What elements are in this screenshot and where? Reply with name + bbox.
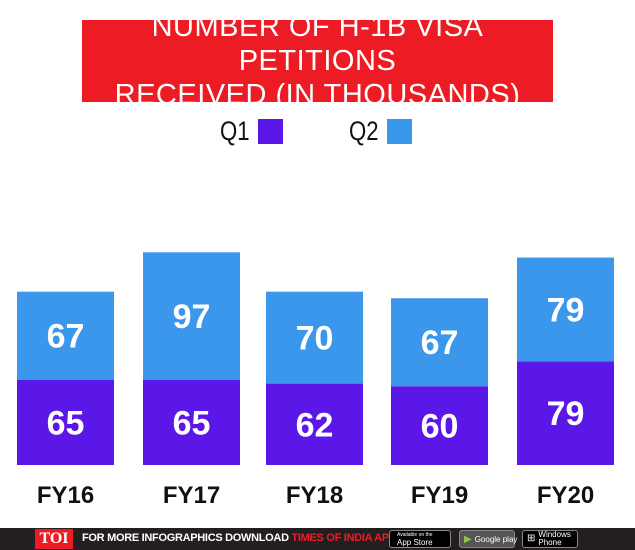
windows-icon: ⊞ bbox=[527, 533, 536, 544]
x-tick-label-fy19: FY19 bbox=[411, 482, 468, 509]
x-tick-label-fy16: FY16 bbox=[37, 482, 94, 509]
google-play-label: Google play bbox=[474, 534, 518, 544]
data-label-q1-fy17: 65 bbox=[173, 404, 211, 442]
chart-title: NUMBER OF H-1B VISA PETITIONS RECEIVED (… bbox=[82, 11, 553, 111]
toi-logo: TOI bbox=[35, 529, 73, 549]
footer-brand-label: TIMES OF INDIA APP bbox=[291, 532, 396, 544]
windows-phone-label: Windows Phone bbox=[538, 530, 571, 547]
data-label-q2-fy20: 79 bbox=[547, 291, 585, 329]
data-label-q1-fy18: 62 bbox=[296, 406, 334, 444]
chart-title-line-1: NUMBER OF H-1B VISA PETITIONS bbox=[151, 11, 484, 77]
bar-q1-fy16 bbox=[17, 379, 114, 465]
x-tick-label-fy18: FY18 bbox=[286, 482, 343, 509]
windows-phone-badge[interactable]: ⊞ Windows Phone bbox=[522, 530, 578, 548]
x-tick-label-fy20: FY20 bbox=[537, 482, 594, 509]
app-store-small-label: Available on the bbox=[397, 532, 433, 538]
footer-promo-text: FOR MORE INFOGRAPHICS DOWNLOAD TIMES OF … bbox=[82, 532, 396, 544]
legend-item-q1: Q1 bbox=[220, 116, 284, 147]
app-store-badge[interactable]: Available on the App Store bbox=[389, 530, 451, 548]
bar-q1-fy20 bbox=[517, 361, 614, 465]
chart-title-line-2: RECEIVED (IN THOUSANDS) bbox=[114, 79, 521, 111]
data-label-q1-fy16: 65 bbox=[47, 404, 85, 442]
bar-q2-fy19 bbox=[391, 298, 488, 387]
data-label-q2-fy19: 67 bbox=[421, 324, 459, 362]
app-store-label: App Store bbox=[397, 538, 433, 547]
stacked-bar-chart: 65 67 FY16 65 97 FY17 62 70 FY18 60 67 FY19 79 79 FY20 bbox=[17, 252, 614, 509]
legend-swatch-q1 bbox=[258, 119, 284, 144]
data-label-q2-fy17: 97 bbox=[173, 298, 211, 336]
legend-item-q2: Q2 bbox=[349, 116, 413, 147]
bar-q2-fy18 bbox=[266, 291, 363, 384]
x-tick-label-fy17: FY17 bbox=[163, 482, 220, 509]
bar-q1-fy19 bbox=[391, 386, 488, 465]
footer-promo-label: FOR MORE INFOGRAPHICS DOWNLOAD bbox=[82, 532, 289, 544]
legend-swatch-q2 bbox=[387, 119, 413, 144]
google-play-badge[interactable]: ▶ Google play bbox=[459, 530, 518, 548]
bar-q1-fy17 bbox=[143, 379, 240, 465]
play-icon: ▶ bbox=[464, 533, 472, 545]
data-label-q1-fy19: 60 bbox=[421, 408, 459, 446]
footer-bar: TOI FOR MORE INFOGRAPHICS DOWNLOAD TIMES… bbox=[0, 528, 635, 550]
bar-q2-fy16 bbox=[17, 291, 114, 380]
data-label-q1-fy20: 79 bbox=[547, 395, 585, 433]
legend-label-q1: Q1 bbox=[220, 116, 250, 146]
legend-label-q2: Q2 bbox=[349, 116, 379, 146]
data-label-q2-fy16: 67 bbox=[47, 318, 85, 356]
bar-q2-fy20 bbox=[517, 257, 614, 362]
data-label-q2-fy18: 70 bbox=[296, 320, 334, 358]
bar-q1-fy18 bbox=[266, 383, 363, 465]
bar-q2-fy17 bbox=[143, 252, 240, 380]
